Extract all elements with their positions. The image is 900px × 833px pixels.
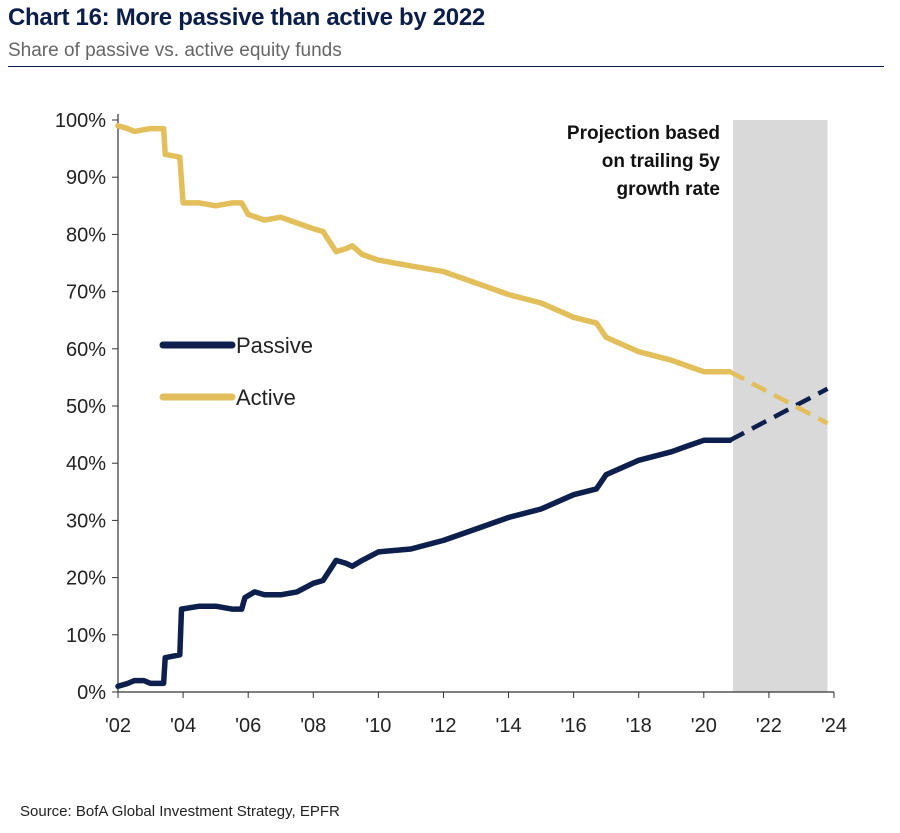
projection-annotation-line: growth rate: [617, 179, 720, 200]
x-tick-label: '14: [496, 715, 522, 737]
y-tick-label: 80%: [66, 224, 106, 246]
y-tick-label: 20%: [66, 568, 106, 590]
y-tick-label: 0%: [77, 682, 106, 704]
x-tick-label: '24: [821, 715, 847, 737]
y-tick-label: 40%: [66, 453, 106, 475]
legend: Passive Active: [159, 333, 313, 410]
y-tick-label: 30%: [66, 510, 106, 532]
x-tick-label: '12: [430, 715, 456, 737]
chart-title: Chart 16: More passive than active by 20…: [8, 4, 485, 31]
projection-annotation-line: Projection based: [567, 123, 720, 144]
y-tick-label: 10%: [66, 625, 106, 647]
line-chart: 0% 10% 20% 30% 40% 50% 60% 70% 80% 90% 100% '02 '04 '…: [55, 110, 847, 737]
x-tick-label: '16: [561, 715, 587, 737]
y-tick-label: 90%: [66, 167, 106, 189]
x-tick-label: '20: [691, 715, 717, 737]
chart-subtitle: Share of passive vs. active equity funds: [8, 40, 342, 61]
x-tick-label: '10: [365, 715, 391, 737]
series-lines: [115, 122, 829, 690]
x-tick-label: '02: [105, 715, 131, 737]
y-tick-label: 50%: [66, 396, 106, 418]
passive-series-line: [115, 437, 733, 690]
axes: 0% 10% 20% 30% 40% 50% 60% 70% 80% 90% 100% '02 '04 '…: [55, 110, 847, 737]
active-projection-line: [728, 369, 829, 426]
legend-label-passive: Passive: [236, 333, 313, 358]
legend-label-active: Active: [236, 385, 296, 410]
x-tick-label: '04: [170, 715, 196, 737]
projection-annotation: Projection based on trailing 5y growth rat…: [567, 123, 721, 200]
x-tick-label: '06: [235, 715, 261, 737]
x-tick-label: '22: [756, 715, 782, 737]
y-tick-label: 100%: [55, 110, 106, 132]
projection-band: [733, 120, 828, 692]
y-tick-label: 60%: [66, 339, 106, 361]
source-note: Source: BofA Global Investment Strategy,…: [20, 803, 340, 820]
y-tick-label: 70%: [66, 282, 106, 304]
x-tick-label: '08: [300, 715, 326, 737]
x-tick-label: '18: [626, 715, 652, 737]
active-series-line: [115, 122, 733, 375]
passive-projection-line: [728, 386, 829, 443]
projection-annotation-line: on trailing 5y: [602, 151, 721, 172]
title-divider: [8, 66, 884, 67]
